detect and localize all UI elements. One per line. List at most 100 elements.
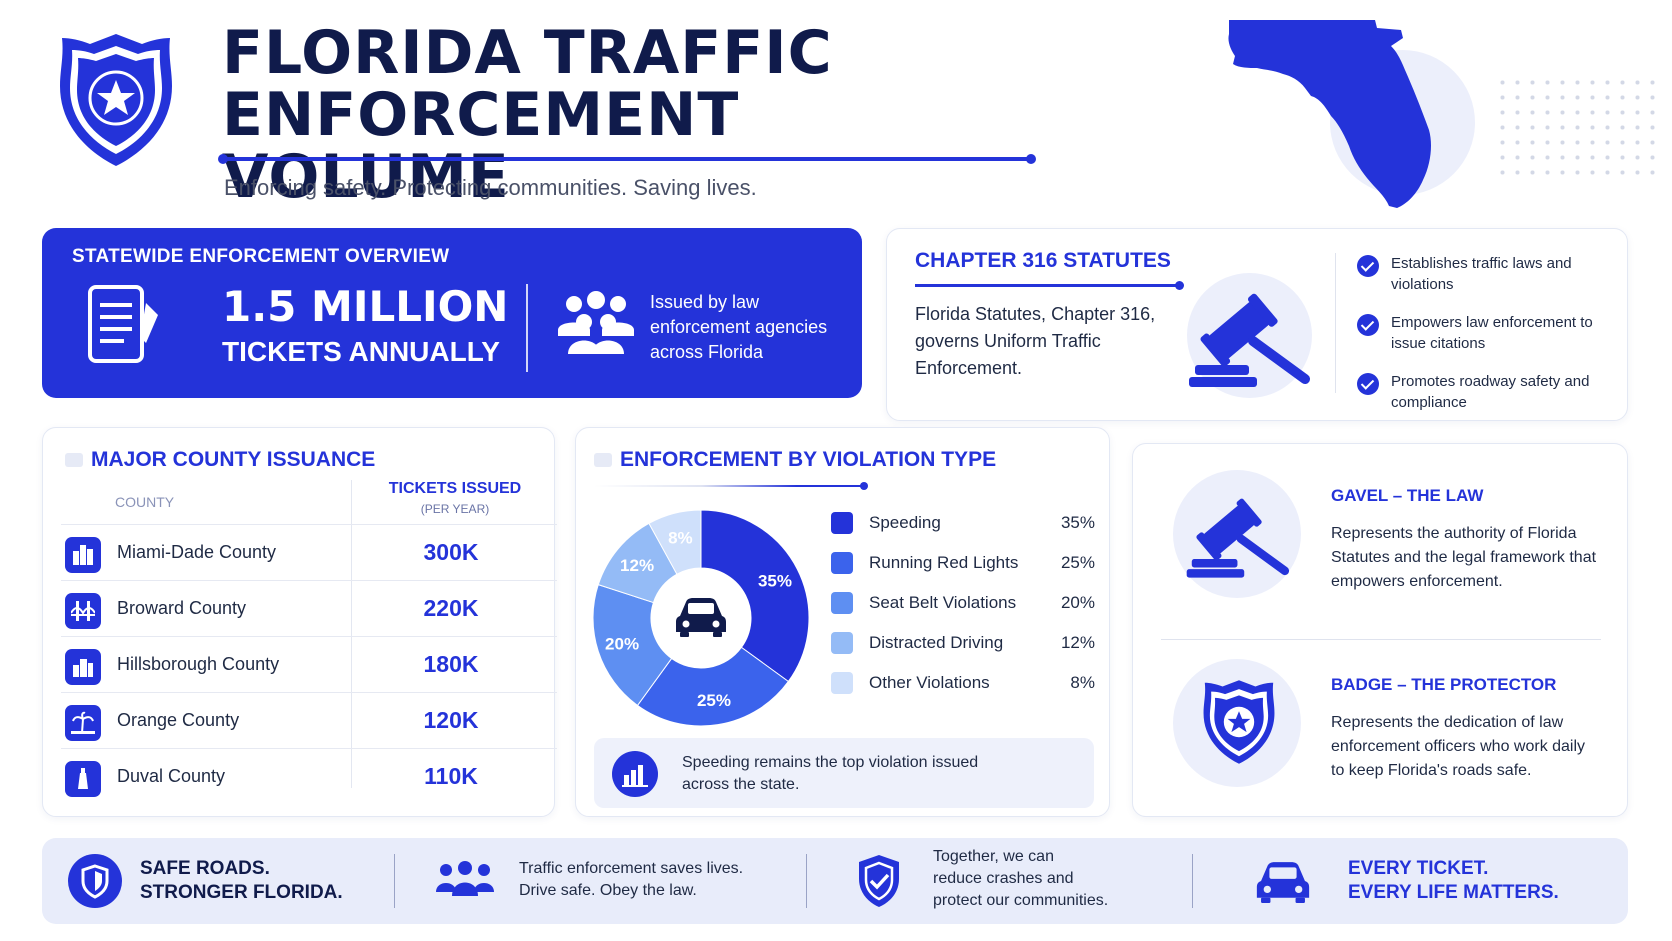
tagline: Enforcing safety. Protecting communities… (224, 175, 757, 200)
footer-divider (394, 854, 395, 908)
lighthouse-icon (65, 761, 101, 797)
slogan-line-2: STRONGER FLORIDA. (140, 882, 343, 903)
chapter-check-item: Establishes traffic laws and violations (1357, 253, 1597, 295)
table-row: Hillsborough County 180K (61, 636, 557, 692)
pie-slice-label: 20% (605, 635, 639, 654)
legend-swatch (831, 592, 853, 614)
gavel-icon (1185, 494, 1295, 585)
legend-value: 35% (1060, 513, 1095, 532)
violation-underline (594, 482, 868, 490)
pie-slice (648, 509, 702, 575)
county-card: MAJOR COUNTY ISSUANCE COUNTY TICKETS ISS… (42, 427, 557, 817)
violation-note: Speeding remains the top violation issue… (594, 738, 1094, 808)
palm-icon (65, 705, 101, 741)
footer-divider (1192, 854, 1193, 908)
title-line-2: ENFORCEMENT VOLUME (222, 80, 740, 212)
table-row: Orange County 120K (61, 692, 557, 748)
footer-closing: EVERY TICKET. EVERY LIFE MATTERS. (1348, 857, 1559, 905)
dot-pattern (1495, 75, 1665, 175)
legend-value: 8% (1070, 673, 1095, 692)
footer-slogan: SAFE ROADS. STRONGER FLORIDA. (140, 857, 343, 905)
county-name: Hillsborough County (117, 654, 280, 674)
table-row: Miami-Dade County 300K (61, 524, 557, 580)
footer-message-2: Together, we can reduce crashes and prot… (933, 846, 1108, 912)
chapter-check-item: Promotes roadway safety and compliance (1357, 371, 1597, 413)
people-icon (434, 860, 496, 907)
title-underline (218, 154, 1036, 164)
legend-label: Speeding (869, 513, 941, 532)
overview-description: Issued by law enforcement agencies acros… (650, 292, 828, 362)
legend-label: Running Red Lights (869, 553, 1019, 572)
pie-slice-label: 12% (620, 556, 654, 575)
florida-map-icon (1225, 18, 1435, 215)
county-column-header: COUNTY (115, 494, 175, 510)
overview-number: 1.5 MILLION (222, 282, 509, 331)
legend-value: 12% (1060, 633, 1095, 652)
legend-swatch (831, 672, 853, 694)
violation-note-text: Speeding remains the top violation issue… (682, 754, 979, 793)
badge-description: Represents the dedication of law enforce… (1331, 714, 1586, 779)
header-badge-icon (56, 30, 176, 175)
building-icon (65, 649, 101, 685)
legend-label: Other Violations (869, 673, 990, 692)
gavel-icon (1187, 289, 1317, 394)
legend-label: Distracted Driving (869, 633, 1004, 652)
legend-swatch (831, 632, 853, 654)
section-marker-icon (594, 453, 612, 467)
chapter-title: CHAPTER 316 STATUTES (915, 249, 1171, 272)
gavel-title: GAVEL – THE LAW (1331, 486, 1484, 505)
check-text: Empowers law enforcement to issue citati… (1391, 314, 1593, 352)
chapter-card: CHAPTER 316 STATUTES Florida Statutes, C… (886, 228, 1628, 421)
message-2-line-1: Together, we can (933, 848, 1054, 865)
chapter-text: Florida Statutes, Chapter 316, governs U… (915, 304, 1156, 378)
footer-divider (806, 854, 807, 908)
closing-line-2: EVERY LIFE MATTERS. (1348, 882, 1559, 903)
violation-card: ENFORCEMENT BY VIOLATION TYPE 35% 25% 20% 1… (575, 427, 1110, 817)
county-name: Duval County (117, 766, 226, 786)
check-text: Establishes traffic laws and violations (1391, 255, 1572, 293)
legend-item: Speeding 35% (831, 510, 1101, 536)
page-title: FLORIDA TRAFFIC ENFORCEMENT VOLUME (222, 22, 1042, 208)
chapter-underline (915, 281, 1184, 290)
city-icon (65, 537, 101, 573)
table-row: Broward County 220K (61, 580, 557, 636)
gavel-description: Represents the authority of Florida Stat… (1331, 525, 1597, 590)
county-value: 110K (424, 763, 478, 789)
police-badge-icon (1201, 676, 1277, 773)
county-value: 220K (423, 595, 479, 621)
check-icon (1357, 255, 1379, 277)
check-icon (1357, 373, 1379, 395)
legend-item: Seat Belt Violations 20% (831, 590, 1101, 616)
title-line-1: FLORIDA TRAFFIC (222, 18, 833, 88)
chapter-divider (1335, 253, 1336, 393)
legend-value: 20% (1060, 593, 1095, 612)
pie-slice-label: 25% (697, 691, 731, 710)
table-column-divider (351, 480, 352, 788)
legend-item: Running Red Lights 25% (831, 550, 1101, 576)
shield-icon (68, 854, 122, 908)
symbols-card: GAVEL – THE LAW Represents the authority… (1132, 443, 1628, 817)
section-marker-icon (65, 453, 83, 467)
message-1-line-1: Traffic enforcement saves lives. (519, 860, 744, 877)
legend-item: Distracted Driving 12% (831, 630, 1101, 656)
tickets-column-subheader: (PER YEAR) (420, 502, 490, 516)
people-icon (556, 290, 636, 361)
message-2-line-2: reduce crashes and (933, 870, 1074, 887)
violation-title: ENFORCEMENT BY VIOLATION TYPE (620, 448, 997, 471)
document-icon (86, 283, 162, 374)
county-name: Broward County (117, 598, 247, 618)
county-name: Orange County (117, 710, 240, 730)
tickets-column-header: TICKETS ISSUED (388, 480, 522, 497)
badge-title: BADGE – THE PROTECTOR (1331, 675, 1557, 694)
check-icon (1357, 314, 1379, 336)
county-title: MAJOR COUNTY ISSUANCE (91, 448, 376, 471)
overview-heading: STATEWIDE ENFORCEMENT OVERVIEW (72, 246, 450, 267)
message-2-line-3: protect our communities. (933, 892, 1109, 909)
overview-banner: STATEWIDE ENFORCEMENT OVERVIEW 1.5 MILLI… (42, 228, 862, 398)
slogan-line-1: SAFE ROADS. (140, 858, 270, 879)
car-icon (674, 594, 728, 643)
pie-slice-label: 35% (758, 571, 792, 590)
legend-label: Seat Belt Violations (869, 593, 1017, 612)
legend-swatch (831, 512, 853, 534)
overview-divider (526, 284, 528, 372)
